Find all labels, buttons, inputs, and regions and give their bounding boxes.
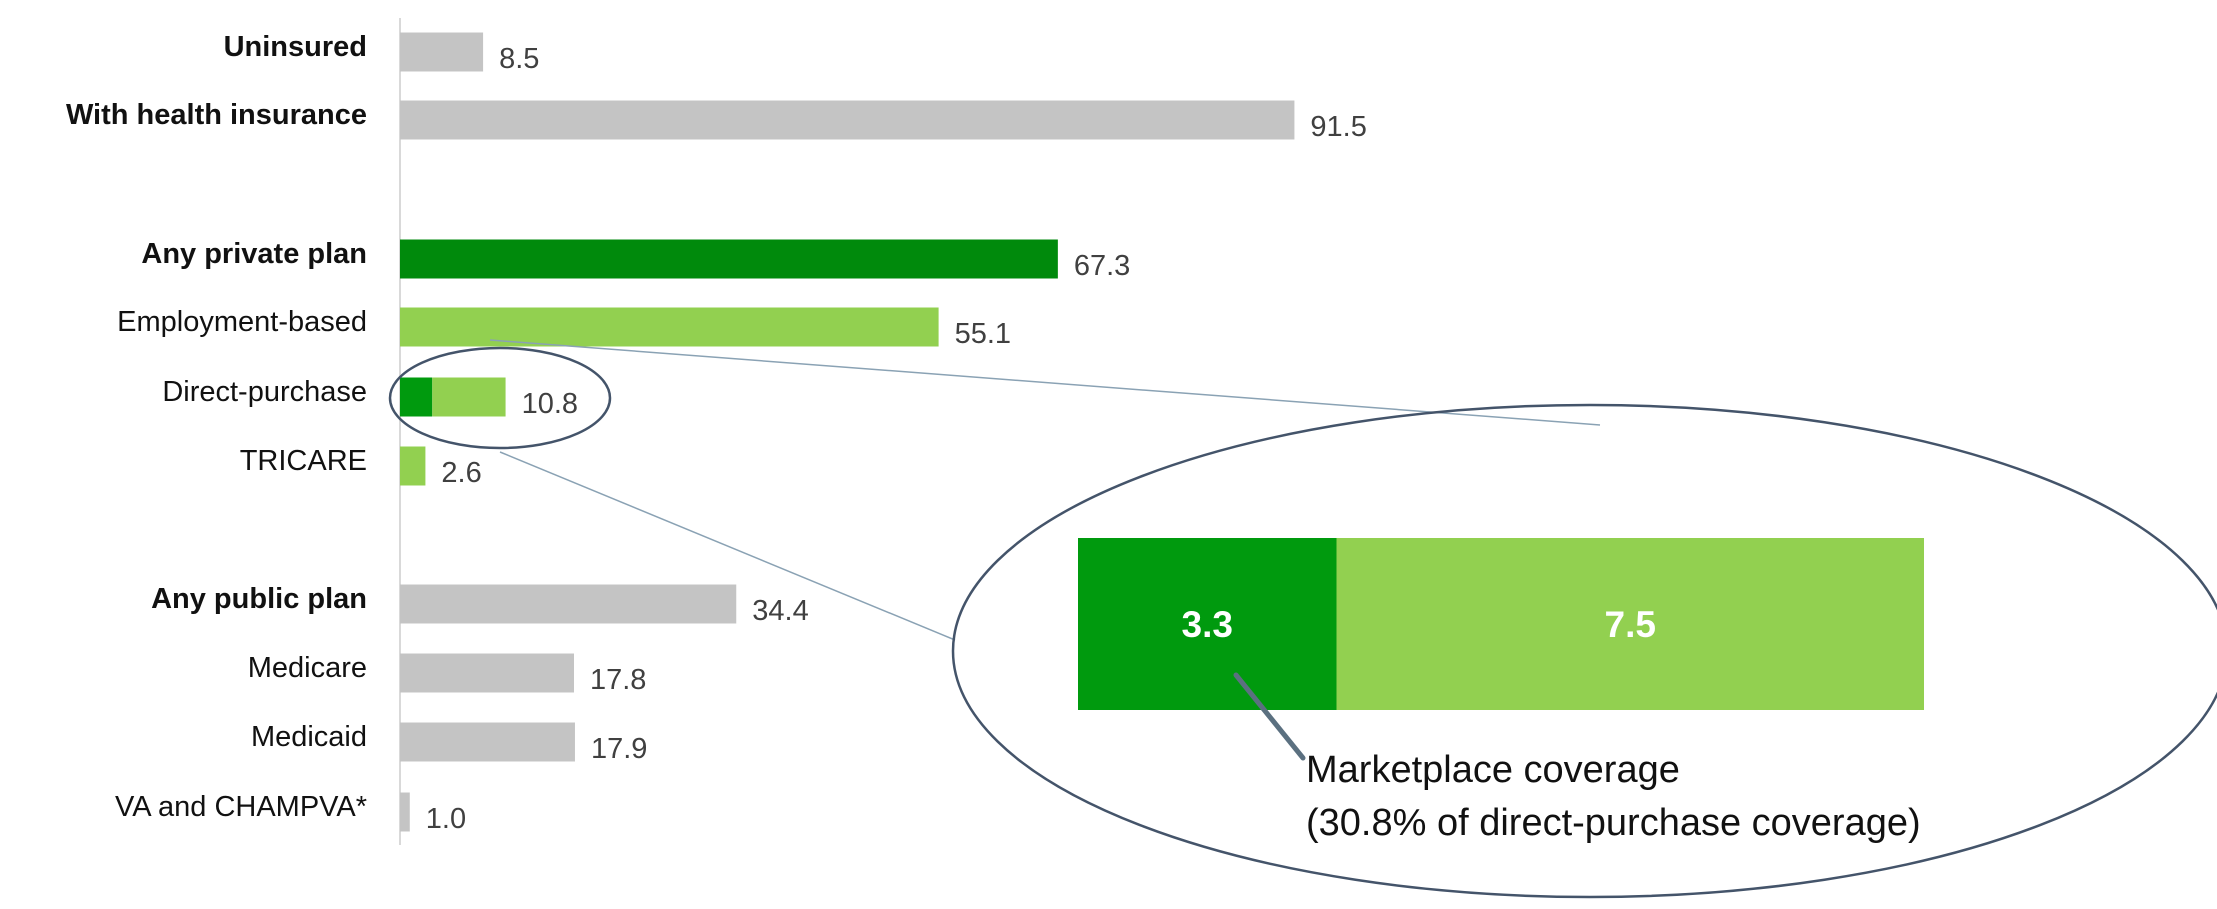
category-label-any-private-plan: Any private plan — [141, 238, 367, 270]
value-label-medicare: 17.8 — [590, 664, 646, 696]
category-label-with-health-insurance: With health insurance — [66, 99, 367, 131]
bar-any-private-plan — [400, 239, 1058, 279]
callout-connector-bottom — [499, 451, 956, 641]
bar-tricare — [400, 446, 426, 486]
annotation-line-2: (30.8% of direct-purchase coverage) — [1306, 802, 1921, 844]
bar-medicare — [400, 653, 574, 693]
category-labels-group: Uninsured With health insurance Any privat… — [66, 31, 367, 823]
inset-value-label-1: 3.3 — [1182, 604, 1233, 645]
inset-segment-1 — [1078, 538, 1337, 710]
bar-with-health-insurance — [400, 100, 1295, 140]
inset-value-label-2: 7.5 — [1605, 604, 1656, 645]
bar-direct-purchase-segment-1 — [400, 377, 433, 417]
category-label-any-public-plan: Any public plan — [151, 583, 367, 615]
bar-any-public-plan — [400, 584, 737, 624]
zoom-callout-ellipse — [951, 403, 2217, 899]
inset-segment-2 — [1336, 538, 1924, 710]
value-label-uninsured: 8.5 — [499, 43, 539, 75]
bar-medicaid — [400, 722, 575, 762]
bar-direct-purchase-segment-2 — [432, 377, 506, 417]
value-label-medicaid: 17.9 — [591, 733, 647, 765]
category-label-va-and-champva: VA and CHAMPVA* — [115, 791, 367, 823]
category-label-medicaid: Medicaid — [251, 721, 367, 753]
value-label-employment-based: 55.1 — [955, 318, 1011, 350]
value-label-direct-purchase: 10.8 — [522, 388, 578, 420]
value-label-tricare: 2.6 — [441, 457, 481, 489]
category-label-uninsured: Uninsured — [224, 31, 367, 63]
bar-va-and-champva — [400, 792, 410, 832]
annotation-line-1: Marketplace coverage — [1306, 749, 1680, 791]
value-label-va-and-champva: 1.0 — [426, 803, 466, 835]
callout-group: 3.3 7.5 Marketplace coverage (30.8% of dire… — [388, 339, 2217, 899]
bar-employment-based — [400, 307, 939, 347]
annotation-pointer — [1233, 672, 1306, 761]
bar-uninsured — [400, 32, 484, 72]
category-label-direct-purchase: Direct-purchase — [162, 376, 367, 408]
bars-group — [400, 32, 1295, 832]
value-label-any-private-plan: 67.3 — [1074, 250, 1130, 282]
value-label-any-public-plan: 34.4 — [752, 595, 808, 627]
value-label-with-health-insurance: 91.5 — [1310, 111, 1366, 143]
value-labels-group: 8.5 91.5 67.3 55.1 10.8 2.6 34.4 17.8 17.9 1.0 — [426, 43, 1367, 835]
callout-connector-top — [489, 339, 1601, 426]
category-label-employment-based: Employment-based — [117, 306, 367, 338]
direct-purchase-highlight-ellipse — [388, 346, 612, 450]
category-label-medicare: Medicare — [248, 652, 367, 684]
category-label-tricare: TRICARE — [240, 445, 367, 477]
